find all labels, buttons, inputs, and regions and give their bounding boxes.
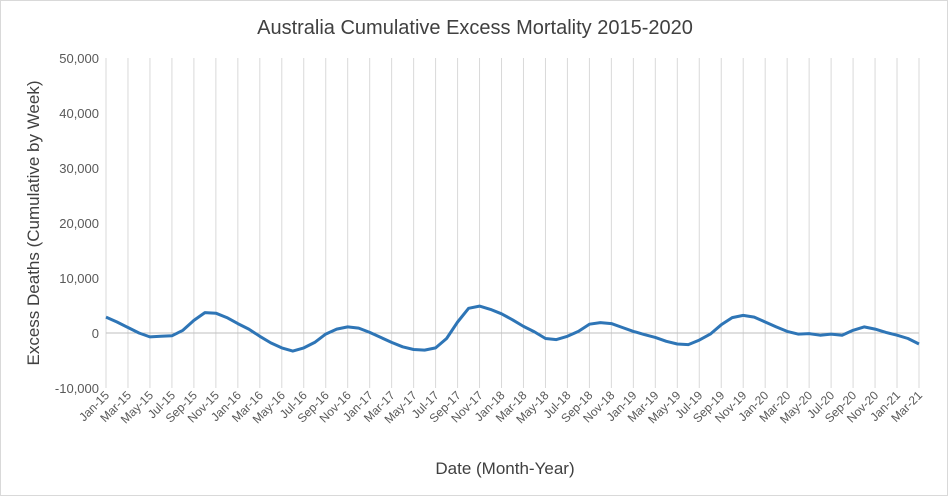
y-tick-label: 40,000 — [59, 106, 99, 121]
y-tick-label: 30,000 — [59, 161, 99, 176]
y-tick-label: 20,000 — [59, 216, 99, 231]
y-tick-label: 10,000 — [59, 271, 99, 286]
x-axis-title: Date (Month-Year) — [435, 459, 574, 478]
y-axis-ticks: -10,000 0 10,000 20,000 30,000 40,000 50,000 — [55, 51, 99, 396]
y-tick-label: -10,000 — [55, 381, 99, 396]
y-axis-title: Excess Deaths (Cumulative by Week) — [24, 80, 43, 365]
vertical-gridlines — [105, 58, 920, 388]
y-tick-label: 50,000 — [59, 51, 99, 66]
series-line — [105, 304, 920, 353]
y-tick-label: 0 — [92, 326, 99, 341]
chart-title: Australia Cumulative Excess Mortality 20… — [257, 17, 693, 39]
x-axis-ticks: Jan-15Mar-15May-15Jul-15Sep-15Nov-15Jan-… — [76, 388, 925, 426]
